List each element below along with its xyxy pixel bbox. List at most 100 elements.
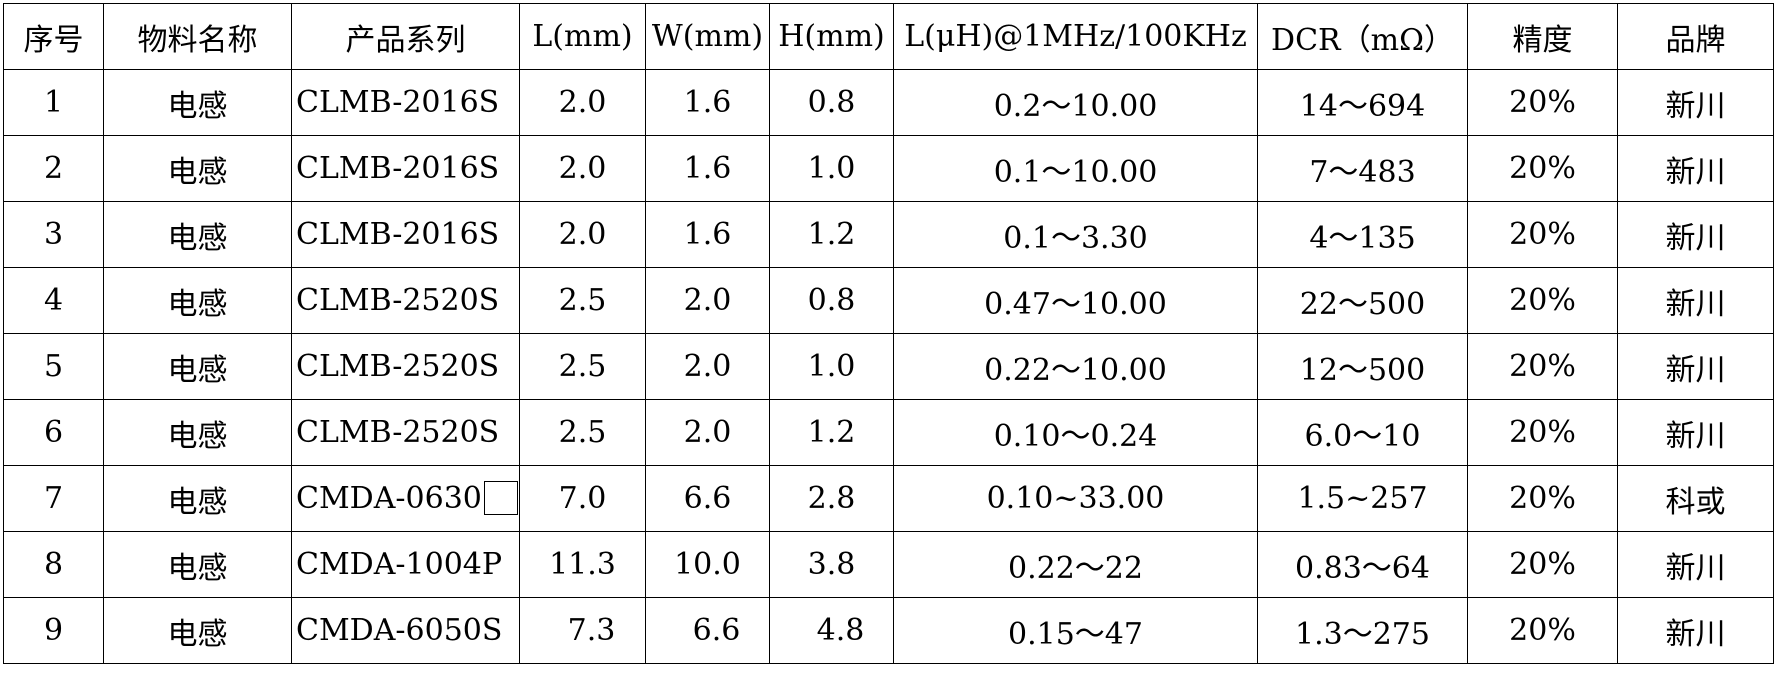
cell-width: 1.6: [645, 135, 770, 202]
cell-brand: 新川: [1617, 333, 1774, 400]
cell-material-name: 电感: [103, 333, 292, 400]
empty-box-glyph: [483, 480, 518, 515]
cell-brand: 新川: [1617, 69, 1774, 136]
cell-width: 2.0: [645, 267, 770, 334]
cell-tolerance: 20%: [1467, 465, 1618, 532]
cell-product-series: CLMB-2520S: [291, 399, 520, 466]
cell-tolerance: 20%: [1467, 69, 1618, 136]
cell-inductance: 0.2～10.00: [893, 69, 1258, 136]
cell-brand: 新川: [1617, 531, 1774, 598]
cell-index: 9: [3, 597, 104, 664]
cell-inductance: 0.1～3.30: [893, 201, 1258, 268]
cell-length: 11.3: [519, 531, 646, 598]
cell-product-series: CLMB-2016S: [291, 69, 520, 136]
cell-dcr: 0.83～64: [1257, 531, 1468, 598]
header-cell-tolerance: 精度: [1467, 3, 1618, 70]
inductor-spec-table: 序号 物料名称 产品系列 L(mm) W(mm) H(mm) L(μH)@1MH…: [3, 3, 1774, 664]
cell-width: 1.6: [645, 201, 770, 268]
cell-inductance: 0.47～10.00: [893, 267, 1258, 334]
cell-product-series: CLMB-2016S: [291, 135, 520, 202]
table-row: 5 电感 CLMB-2520S 2.5 2.0 1.0 0.22～10.00 1…: [3, 333, 1774, 400]
cell-width: 10.0: [645, 531, 770, 598]
cell-tolerance: 20%: [1467, 399, 1618, 466]
header-cell-material-name: 物料名称: [103, 3, 292, 70]
header-cell-product-series: 产品系列: [291, 3, 520, 70]
cell-material-name: 电感: [103, 135, 292, 202]
cell-width: 6.6: [645, 465, 770, 532]
cell-height: 1.0: [769, 135, 894, 202]
cell-index: 7: [3, 465, 104, 532]
header-cell-brand: 品牌: [1617, 3, 1774, 70]
cell-inductance: 0.1～10.00: [893, 135, 1258, 202]
cell-dcr: 22～500: [1257, 267, 1468, 334]
cell-brand: 新川: [1617, 267, 1774, 334]
cell-material-name: 电感: [103, 399, 292, 466]
cell-dcr: 1.5~257: [1257, 465, 1468, 532]
cell-inductance: 0.22～22: [893, 531, 1258, 598]
cell-product-series: CMDA-0630: [291, 465, 520, 532]
cell-brand: 新川: [1617, 201, 1774, 268]
table-row: 3 电感 CLMB-2016S 2.0 1.6 1.2 0.1～3.30 4～1…: [3, 201, 1774, 268]
table-row: 7 电感 CMDA-0630 7.0 6.6 2.8 0.10~33.00 1.…: [3, 465, 1774, 532]
cell-height: 1.2: [769, 399, 894, 466]
table-row: 6 电感 CLMB-2520S 2.5 2.0 1.2 0.10～0.24 6.…: [3, 399, 1774, 466]
cell-height: 0.8: [769, 267, 894, 334]
cell-dcr: 7～483: [1257, 135, 1468, 202]
cell-length: 2.0: [519, 69, 646, 136]
cell-material-name: 电感: [103, 267, 292, 334]
cell-height: 4.8: [769, 597, 894, 664]
cell-length: 2.0: [519, 201, 646, 268]
cell-material-name: 电感: [103, 69, 292, 136]
cell-material-name: 电感: [103, 531, 292, 598]
cell-tolerance: 20%: [1467, 531, 1618, 598]
cell-tolerance: 20%: [1467, 333, 1618, 400]
cell-length: 2.0: [519, 135, 646, 202]
table-row: 8 电感 CMDA-1004P 11.3 10.0 3.8 0.22～22 0.…: [3, 531, 1774, 598]
cell-length: 2.5: [519, 333, 646, 400]
header-cell-dcr: DCR（mΩ）: [1257, 3, 1468, 70]
cell-height: 1.2: [769, 201, 894, 268]
cell-material-name: 电感: [103, 201, 292, 268]
cell-index: 6: [3, 399, 104, 466]
cell-inductance: 0.10~33.00: [893, 465, 1258, 532]
cell-index: 4: [3, 267, 104, 334]
cell-dcr: 14～694: [1257, 69, 1468, 136]
cell-index: 1: [3, 69, 104, 136]
table-row: 1 电感 CLMB-2016S 2.0 1.6 0.8 0.2～10.00 14…: [3, 69, 1774, 136]
cell-dcr: 4～135: [1257, 201, 1468, 268]
table-header-row: 序号 物料名称 产品系列 L(mm) W(mm) H(mm) L(μH)@1MH…: [3, 3, 1774, 70]
cell-width: 1.6: [645, 69, 770, 136]
cell-length: 2.5: [519, 267, 646, 334]
cell-index: 2: [3, 135, 104, 202]
cell-length: 7.3: [519, 597, 646, 664]
table-row: 4 电感 CLMB-2520S 2.5 2.0 0.8 0.47～10.00 2…: [3, 267, 1774, 334]
cell-product-series: CMDA-6050S: [291, 597, 520, 664]
cell-length: 7.0: [519, 465, 646, 532]
cell-product-series: CLMB-2016S: [291, 201, 520, 268]
cell-width: 2.0: [645, 399, 770, 466]
cell-tolerance: 20%: [1467, 267, 1618, 334]
cell-inductance: 0.15～47: [893, 597, 1258, 664]
cell-height: 1.0: [769, 333, 894, 400]
cell-inductance: 0.22～10.00: [893, 333, 1258, 400]
header-cell-index: 序号: [3, 3, 104, 70]
cell-product-series: CLMB-2520S: [291, 267, 520, 334]
cell-height: 3.8: [769, 531, 894, 598]
header-cell-height: H(mm): [769, 3, 894, 70]
cell-dcr: 6.0～10: [1257, 399, 1468, 466]
table-row: 2 电感 CLMB-2016S 2.0 1.6 1.0 0.1～10.00 7～…: [3, 135, 1774, 202]
cell-dcr: 1.3～275: [1257, 597, 1468, 664]
header-cell-length: L(mm): [519, 3, 646, 70]
header-cell-width: W(mm): [645, 3, 770, 70]
table-row: 9 电感 CMDA-6050S 7.3 6.6 4.8 0.15～47 1.3～…: [3, 597, 1774, 664]
cell-material-name: 电感: [103, 465, 292, 532]
cell-inductance: 0.10～0.24: [893, 399, 1258, 466]
cell-tolerance: 20%: [1467, 597, 1618, 664]
cell-index: 8: [3, 531, 104, 598]
cell-height: 0.8: [769, 69, 894, 136]
cell-dcr: 12～500: [1257, 333, 1468, 400]
cell-material-name: 电感: [103, 597, 292, 664]
cell-brand: 新川: [1617, 597, 1774, 664]
cell-brand: 科或: [1617, 465, 1774, 532]
cell-width: 2.0: [645, 333, 770, 400]
